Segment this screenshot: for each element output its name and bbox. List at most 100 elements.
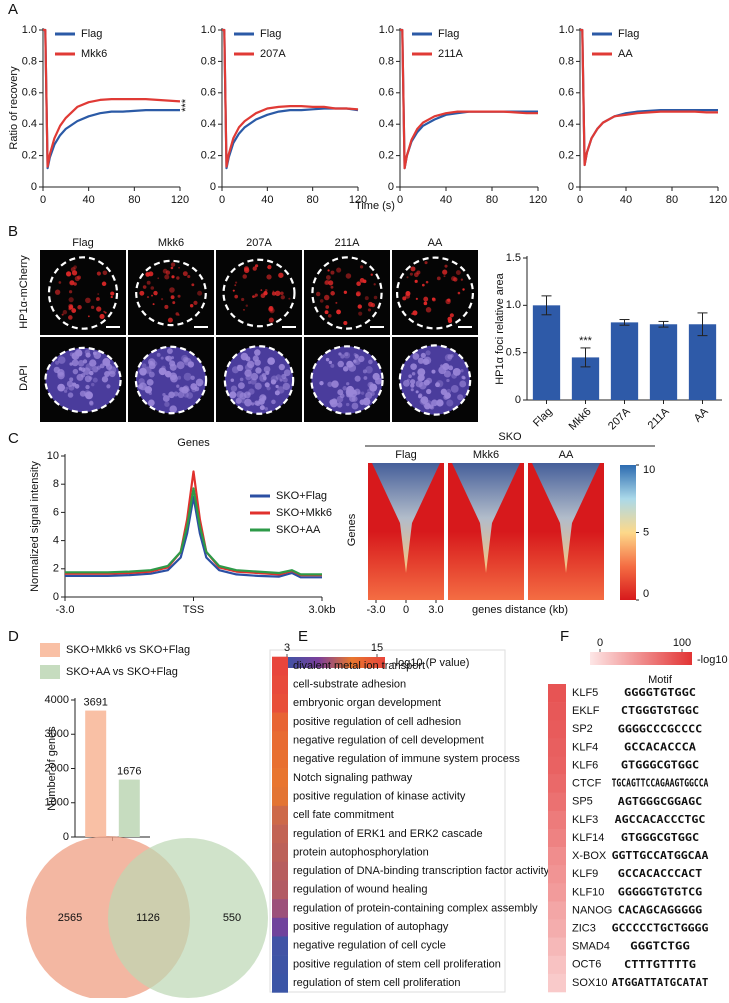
dapi-spot <box>105 362 111 367</box>
row-label: SMAD4 <box>572 941 610 953</box>
panel-label: D <box>8 628 19 645</box>
dapi-spot <box>275 384 279 389</box>
dapi-spot <box>162 395 170 402</box>
dapi-spot <box>446 378 450 383</box>
heatmap-cell <box>548 774 566 794</box>
motif-logo: GGGGTGTGGC <box>624 686 696 699</box>
foci-spot <box>327 269 330 272</box>
heatmap-cell <box>272 768 288 788</box>
cell-image <box>216 250 302 335</box>
foci-spot <box>254 293 258 297</box>
foci-spot <box>460 278 464 281</box>
dapi-spot <box>342 366 349 372</box>
dapi-spot <box>426 388 432 395</box>
dapi-spot <box>230 378 235 383</box>
foci-spot <box>254 295 257 298</box>
foci-spot <box>449 313 454 318</box>
dapi-spot <box>89 400 94 405</box>
dapi-spot <box>446 399 454 407</box>
dapi-spot <box>176 384 180 388</box>
y-tick-label: 1.0 <box>506 299 521 311</box>
row-label: positive regulation of kinase activity <box>293 790 466 802</box>
dapi-spot <box>358 355 365 363</box>
dapi-spot <box>435 382 440 388</box>
heatmap-cell <box>548 937 566 957</box>
series-line <box>400 28 538 170</box>
row-label: cell fate commitment <box>293 809 394 821</box>
image-column-label: 211A <box>335 237 361 249</box>
image-row-label: HP1α-mCherry <box>18 255 30 329</box>
foci-spot <box>421 283 425 287</box>
x-tick-label: 0 <box>577 194 583 206</box>
foci-spot <box>443 275 446 278</box>
foci-spot <box>101 281 107 287</box>
dapi-spot <box>89 359 97 367</box>
foci-spot <box>245 304 248 307</box>
series-line <box>65 495 322 579</box>
foci-spot <box>345 273 352 279</box>
chart-title: SKO <box>498 431 522 443</box>
foci-spot <box>267 264 272 270</box>
dapi-spot <box>148 399 155 407</box>
motif-logo: CTGGGTGTGGC <box>621 704 699 717</box>
dapi-spot <box>92 351 97 356</box>
heatmap-cell <box>272 712 288 732</box>
heatmap-cell <box>272 749 288 769</box>
foci-spot <box>359 265 364 269</box>
dapi-spot <box>72 368 79 375</box>
dapi-spot <box>339 393 345 399</box>
bar <box>118 779 140 837</box>
dapi-spot <box>68 384 75 391</box>
y-tick-label: 0 <box>31 181 37 193</box>
dapi-spot <box>420 396 429 405</box>
x-tick-label: 40 <box>620 194 632 206</box>
y-tick-label: 1.0 <box>379 24 394 36</box>
x-tick-label: 120 <box>709 194 727 206</box>
foci-spot <box>189 303 194 308</box>
dapi-spot <box>160 356 164 360</box>
dapi-spot <box>409 379 416 385</box>
foci-spot <box>406 276 409 279</box>
dapi-spot <box>250 378 257 385</box>
foci-spot <box>425 280 429 284</box>
motif-logo: GGTTGCCATGGCAA <box>612 849 709 862</box>
row-label: negative regulation of cell development <box>293 735 484 747</box>
dapi-spot <box>450 384 459 393</box>
dapi-spot <box>255 367 262 374</box>
dapi-spot <box>461 375 466 380</box>
foci-spot <box>69 280 75 285</box>
dapi-spot <box>148 391 152 396</box>
heatmap-cell <box>548 738 566 757</box>
dapi-spot <box>410 388 414 392</box>
y-tick-label: 8 <box>53 478 59 490</box>
foci-spot <box>150 286 155 290</box>
legend-label: SKO+AA vs SKO+Flag <box>66 666 178 678</box>
heatmap-cell <box>272 675 288 695</box>
dapi-spot <box>270 375 279 383</box>
foci-spot <box>164 274 170 280</box>
foci-spot <box>152 303 155 306</box>
dapi-spot <box>79 390 86 397</box>
row-label: regulation of stem cell proliferation <box>293 977 461 989</box>
dapi-spot <box>190 375 195 381</box>
foci-spot <box>90 305 95 309</box>
dapi-spot <box>371 386 376 391</box>
dapi-spot <box>362 369 367 374</box>
x-tick-label: 0 <box>403 604 409 616</box>
dapi-spot <box>348 392 353 398</box>
row-label: SP5 <box>572 796 593 808</box>
foci-spot <box>110 295 113 299</box>
foci-spot <box>65 271 72 277</box>
dapi-spot <box>92 377 98 383</box>
foci-spot <box>170 266 174 270</box>
dapi-spot <box>403 379 410 387</box>
foci-spot <box>324 310 329 315</box>
foci-spot <box>162 268 168 274</box>
foci-spot <box>442 269 448 275</box>
y-tick-label: 0.2 <box>379 150 394 162</box>
dapi-spot <box>262 376 267 381</box>
row-label: CTCF <box>572 778 602 790</box>
dapi-spot <box>446 388 452 394</box>
heatmap-cell <box>548 828 566 848</box>
heatmap-cell <box>272 861 288 881</box>
